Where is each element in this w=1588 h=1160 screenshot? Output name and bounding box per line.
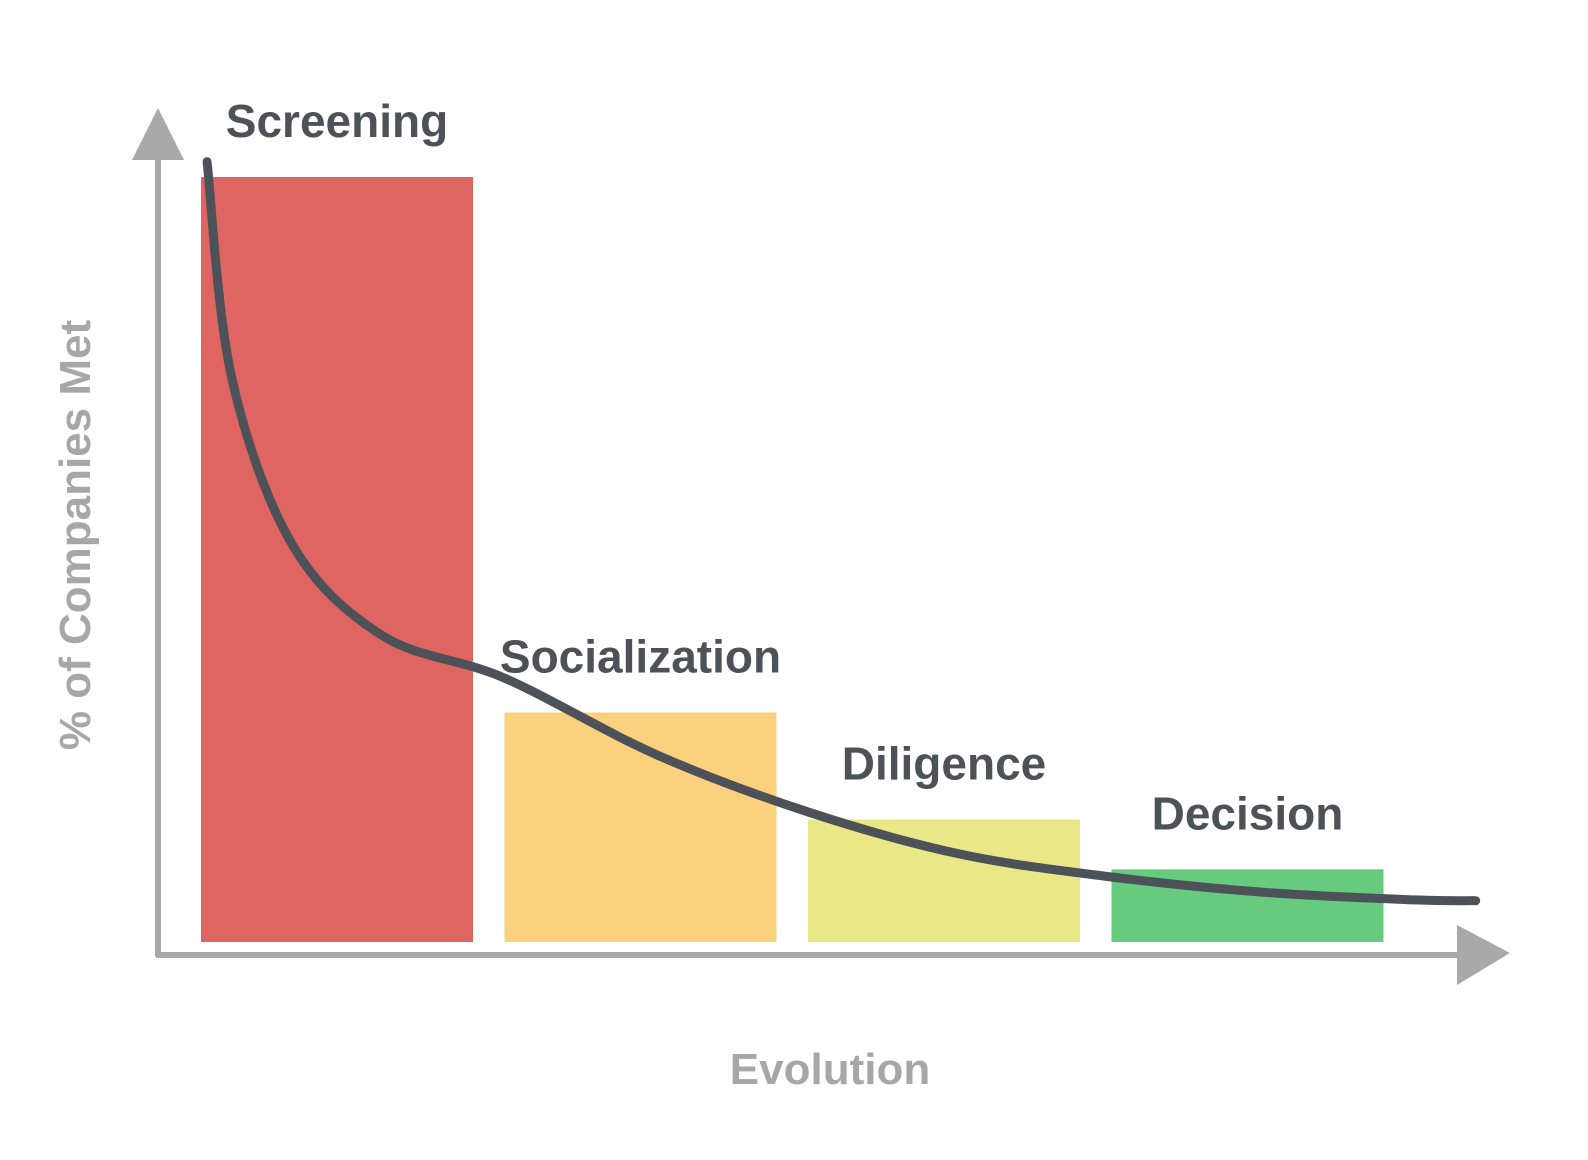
category-labels: Screening Socialization Diligence Decision [226, 95, 1344, 839]
category-label-diligence: Diligence [842, 738, 1047, 790]
x-axis-title: Evolution [730, 1045, 930, 1094]
y-axis-title: % of Companies Met [51, 320, 100, 751]
trend-curve [202, 157, 1481, 906]
bars [201, 177, 1384, 942]
category-label-socialization: Socialization [500, 631, 781, 683]
category-label-decision: Decision [1152, 787, 1344, 839]
y-axis-arrowhead [132, 108, 184, 160]
axes [132, 108, 1510, 985]
bar-screening [201, 177, 473, 942]
x-axis-arrowhead [1457, 925, 1510, 985]
category-label-screening: Screening [226, 95, 448, 147]
bar-diligence [808, 819, 1080, 942]
